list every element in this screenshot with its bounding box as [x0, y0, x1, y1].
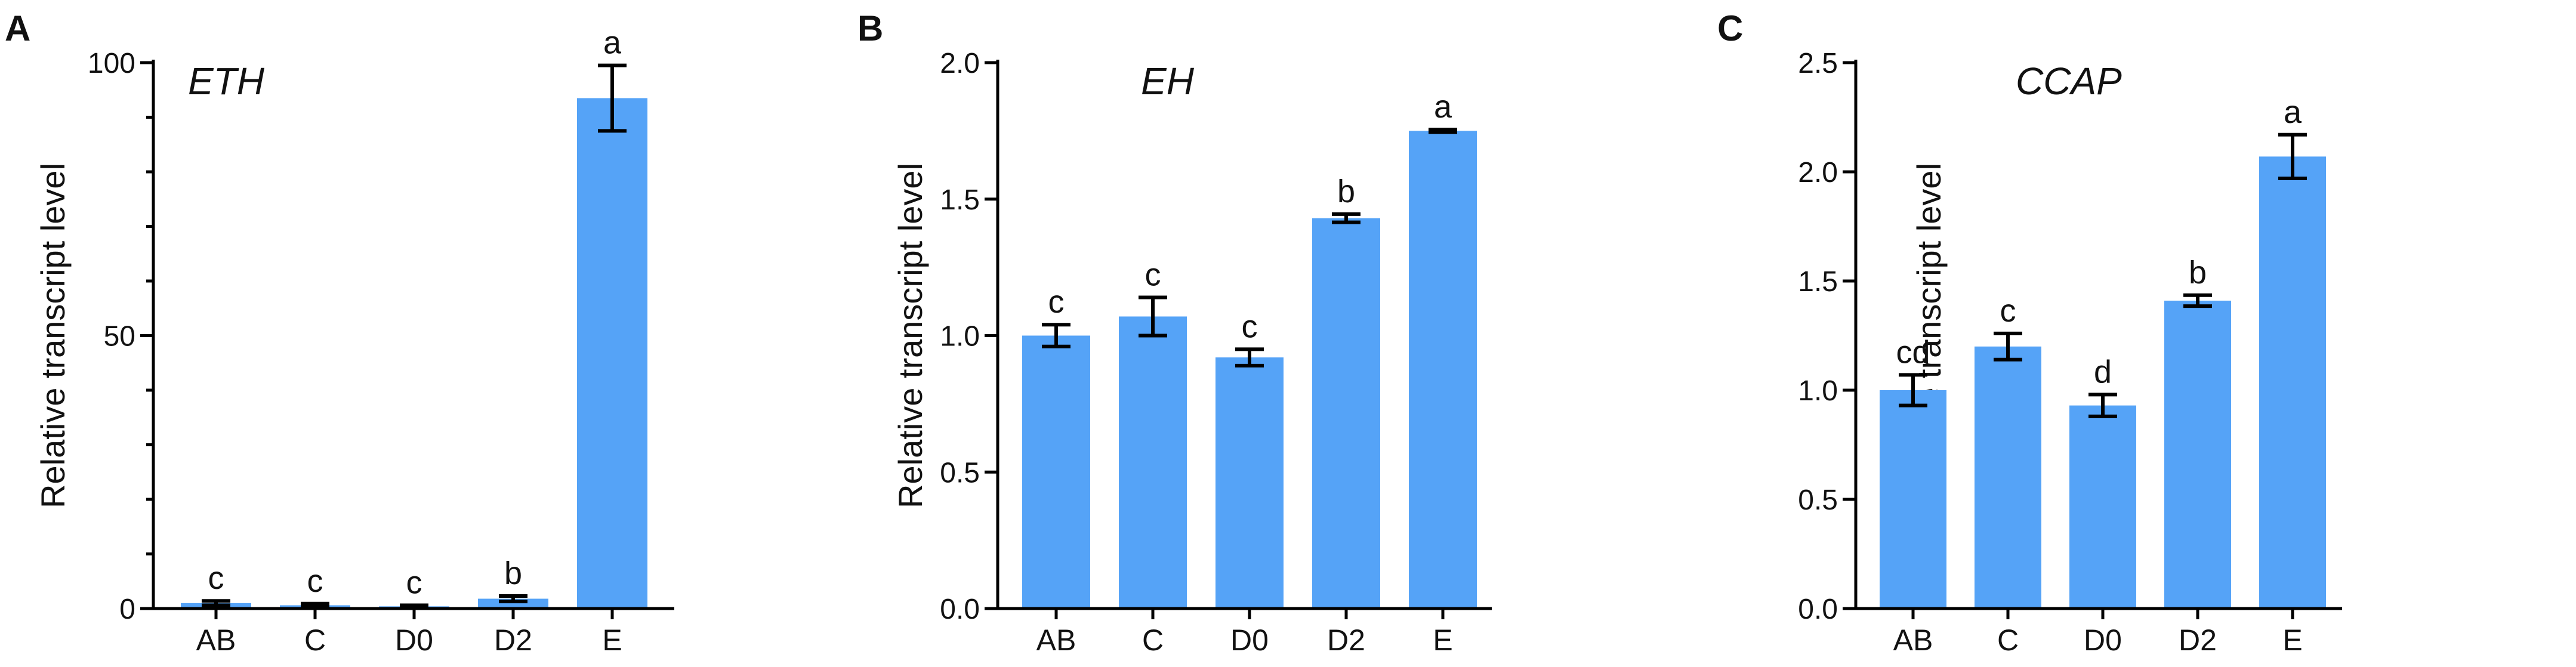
significance-letter: c	[2000, 293, 2016, 329]
bar	[2069, 405, 2136, 609]
bar	[577, 98, 647, 609]
x-tick-label: C	[304, 623, 326, 657]
panel-letter: C	[1717, 8, 1743, 48]
y-tick-label: 2.5	[1798, 48, 1838, 79]
bar	[2164, 300, 2231, 609]
gene-title: ETH	[188, 60, 265, 103]
bar	[1409, 131, 1477, 609]
gene-title: CCAP	[2016, 60, 2122, 103]
bar	[1215, 357, 1284, 609]
significance-letter: c	[208, 560, 224, 596]
significance-letter: cd	[1896, 334, 1930, 370]
bar	[1119, 316, 1187, 609]
significance-letter: c	[1242, 308, 1258, 344]
significance-letter: c	[1145, 257, 1161, 292]
bar	[1022, 335, 1090, 609]
y-tick-label: 0.5	[940, 457, 980, 489]
y-tick-label: 1.5	[1798, 266, 1838, 298]
gene-title: EH	[1141, 60, 1195, 103]
y-tick-label: 1.0	[1798, 375, 1838, 407]
significance-letter: b	[2189, 255, 2207, 291]
x-tick-label: AB	[1893, 623, 1933, 657]
y-tick-label: 0.5	[1798, 484, 1838, 516]
significance-letter: c	[1048, 284, 1065, 320]
x-tick-label: D0	[1230, 623, 1269, 657]
x-tick-label: D2	[1327, 623, 1365, 657]
y-axis-label: Relative transcript level	[891, 163, 929, 508]
y-tick-label: 100	[88, 48, 135, 79]
y-tick-label: 0.0	[1798, 594, 1838, 625]
y-tick-label: 2.0	[940, 48, 980, 79]
x-tick-label: AB	[1036, 623, 1076, 657]
significance-letter: b	[504, 555, 522, 591]
bar	[1880, 390, 1946, 609]
x-tick-label: E	[1433, 623, 1452, 657]
chart-panel-b: B EH Relative transcript level c AB c Cc D0 b D2 a…	[857, 8, 1492, 657]
x-tick-label: E	[2282, 623, 2302, 657]
significance-letter: c	[307, 563, 323, 599]
bar	[478, 598, 548, 609]
x-tick-label: C	[1997, 623, 2019, 657]
bar	[1312, 218, 1380, 609]
x-tick-label: AB	[196, 623, 236, 657]
bar	[1975, 346, 2041, 609]
significance-letter: d	[2094, 354, 2112, 390]
significance-letter: b	[1337, 174, 1355, 209]
x-tick-label: E	[602, 623, 622, 657]
y-axis-label: Relative transcript level	[34, 163, 72, 508]
y-tick-label: 50	[104, 321, 135, 353]
significance-letter: c	[406, 565, 422, 601]
significance-letter: a	[603, 25, 622, 61]
y-tick-label: 2.0	[1798, 157, 1838, 189]
y-tick-label: 1.5	[940, 184, 980, 216]
significance-letter: a	[2284, 94, 2302, 130]
x-tick-label: D2	[494, 623, 532, 657]
x-tick-label: C	[1142, 623, 1164, 657]
bar	[2259, 156, 2326, 609]
y-tick-label: 0	[119, 594, 135, 625]
panel-letter: A	[5, 8, 30, 48]
y-tick-label: 1.0	[940, 321, 980, 353]
x-tick-label: D0	[2084, 623, 2122, 657]
x-tick-label: D0	[395, 623, 433, 657]
significance-letter: a	[1434, 89, 1452, 125]
x-tick-label: D2	[2179, 623, 2217, 657]
y-tick-label: 0.0	[940, 594, 980, 625]
panel-letter: B	[857, 8, 883, 48]
